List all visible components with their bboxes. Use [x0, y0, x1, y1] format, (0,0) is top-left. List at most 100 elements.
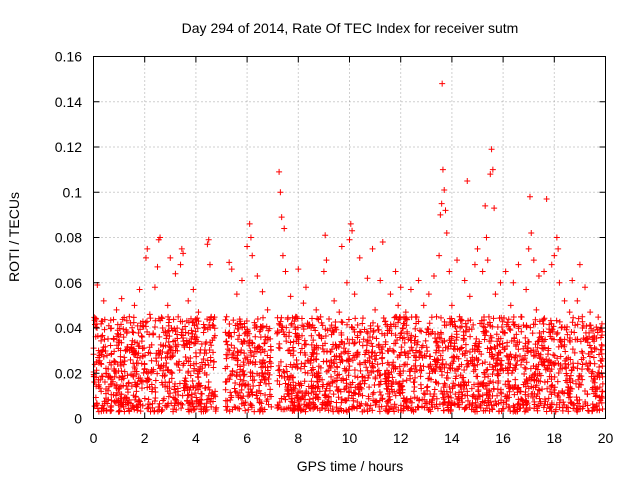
data-point — [204, 396, 211, 403]
data-point — [98, 373, 105, 380]
data-point — [253, 348, 260, 355]
chart-title: Day 294 of 2014, Rate Of TEC Index for r… — [182, 20, 519, 36]
data-points — [90, 80, 606, 415]
data-point — [203, 371, 210, 378]
data-point — [186, 338, 193, 345]
data-point — [380, 314, 387, 321]
data-point — [170, 394, 177, 401]
data-point — [342, 397, 349, 404]
data-point — [544, 378, 551, 385]
data-point — [176, 367, 183, 374]
data-point — [159, 325, 166, 331]
data-point — [128, 383, 135, 390]
data-point — [114, 361, 121, 368]
data-point — [418, 385, 425, 392]
data-point — [127, 319, 134, 326]
data-point — [366, 405, 373, 412]
data-point — [354, 374, 361, 381]
data-point — [234, 325, 241, 332]
data-point — [114, 397, 121, 404]
data-point — [399, 335, 406, 342]
data-point — [311, 404, 318, 411]
data-point — [464, 177, 471, 184]
data-point — [198, 396, 205, 403]
data-point — [124, 372, 131, 379]
data-point — [302, 360, 309, 367]
data-point — [190, 406, 197, 413]
data-point — [335, 408, 342, 415]
data-point — [319, 322, 326, 329]
data-point — [249, 339, 256, 346]
data-point — [388, 380, 395, 387]
data-point — [195, 399, 202, 406]
data-point — [277, 358, 284, 365]
data-point — [317, 364, 324, 371]
data-point — [504, 319, 511, 326]
data-point — [160, 367, 167, 374]
data-point — [437, 365, 444, 372]
data-point — [351, 340, 358, 347]
data-point — [201, 403, 208, 410]
data-point — [91, 379, 98, 386]
data-point — [390, 359, 397, 366]
data-point — [165, 319, 172, 326]
data-point — [134, 322, 141, 329]
data-point — [452, 391, 459, 398]
data-point — [123, 317, 130, 324]
data-point — [318, 319, 325, 326]
data-point — [113, 342, 120, 349]
data-point — [381, 332, 388, 339]
data-point — [547, 404, 554, 411]
data-point — [107, 342, 114, 349]
data-point — [496, 408, 503, 415]
data-point — [145, 404, 152, 411]
data-point — [130, 392, 137, 399]
data-point — [244, 243, 251, 250]
data-point — [143, 377, 150, 384]
data-point — [175, 313, 182, 320]
data-point — [115, 338, 122, 345]
data-point — [304, 357, 311, 364]
data-point — [512, 376, 519, 383]
data-point — [276, 399, 283, 406]
data-point — [203, 400, 210, 407]
data-point — [239, 324, 246, 331]
data-point — [408, 365, 415, 372]
data-point — [503, 352, 510, 359]
data-point — [543, 408, 550, 415]
data-point — [306, 405, 313, 412]
data-point — [485, 373, 492, 380]
data-point — [350, 326, 357, 333]
data-point — [330, 408, 337, 415]
data-point — [141, 395, 148, 402]
data-point — [251, 377, 258, 384]
data-point — [180, 384, 187, 391]
data-point — [127, 356, 134, 363]
data-point — [501, 314, 508, 321]
data-point — [119, 359, 126, 366]
data-point — [120, 326, 127, 333]
data-point — [148, 357, 155, 364]
data-point — [598, 350, 605, 357]
data-point — [144, 370, 151, 377]
data-point — [248, 404, 255, 411]
data-point — [288, 321, 295, 328]
data-point — [465, 379, 472, 386]
data-point — [164, 350, 171, 357]
data-point — [598, 341, 605, 348]
data-point — [190, 384, 197, 391]
data-point — [403, 377, 410, 384]
data-point — [586, 353, 593, 360]
data-point — [125, 379, 132, 386]
data-point — [254, 370, 261, 377]
data-point — [540, 345, 547, 352]
data-point — [491, 205, 498, 212]
data-point — [223, 355, 230, 362]
data-point — [210, 364, 217, 371]
data-point — [201, 347, 208, 354]
data-point — [257, 334, 264, 341]
data-point — [407, 375, 414, 382]
data-point — [484, 345, 491, 352]
data-point — [141, 360, 148, 367]
data-point — [599, 380, 606, 387]
